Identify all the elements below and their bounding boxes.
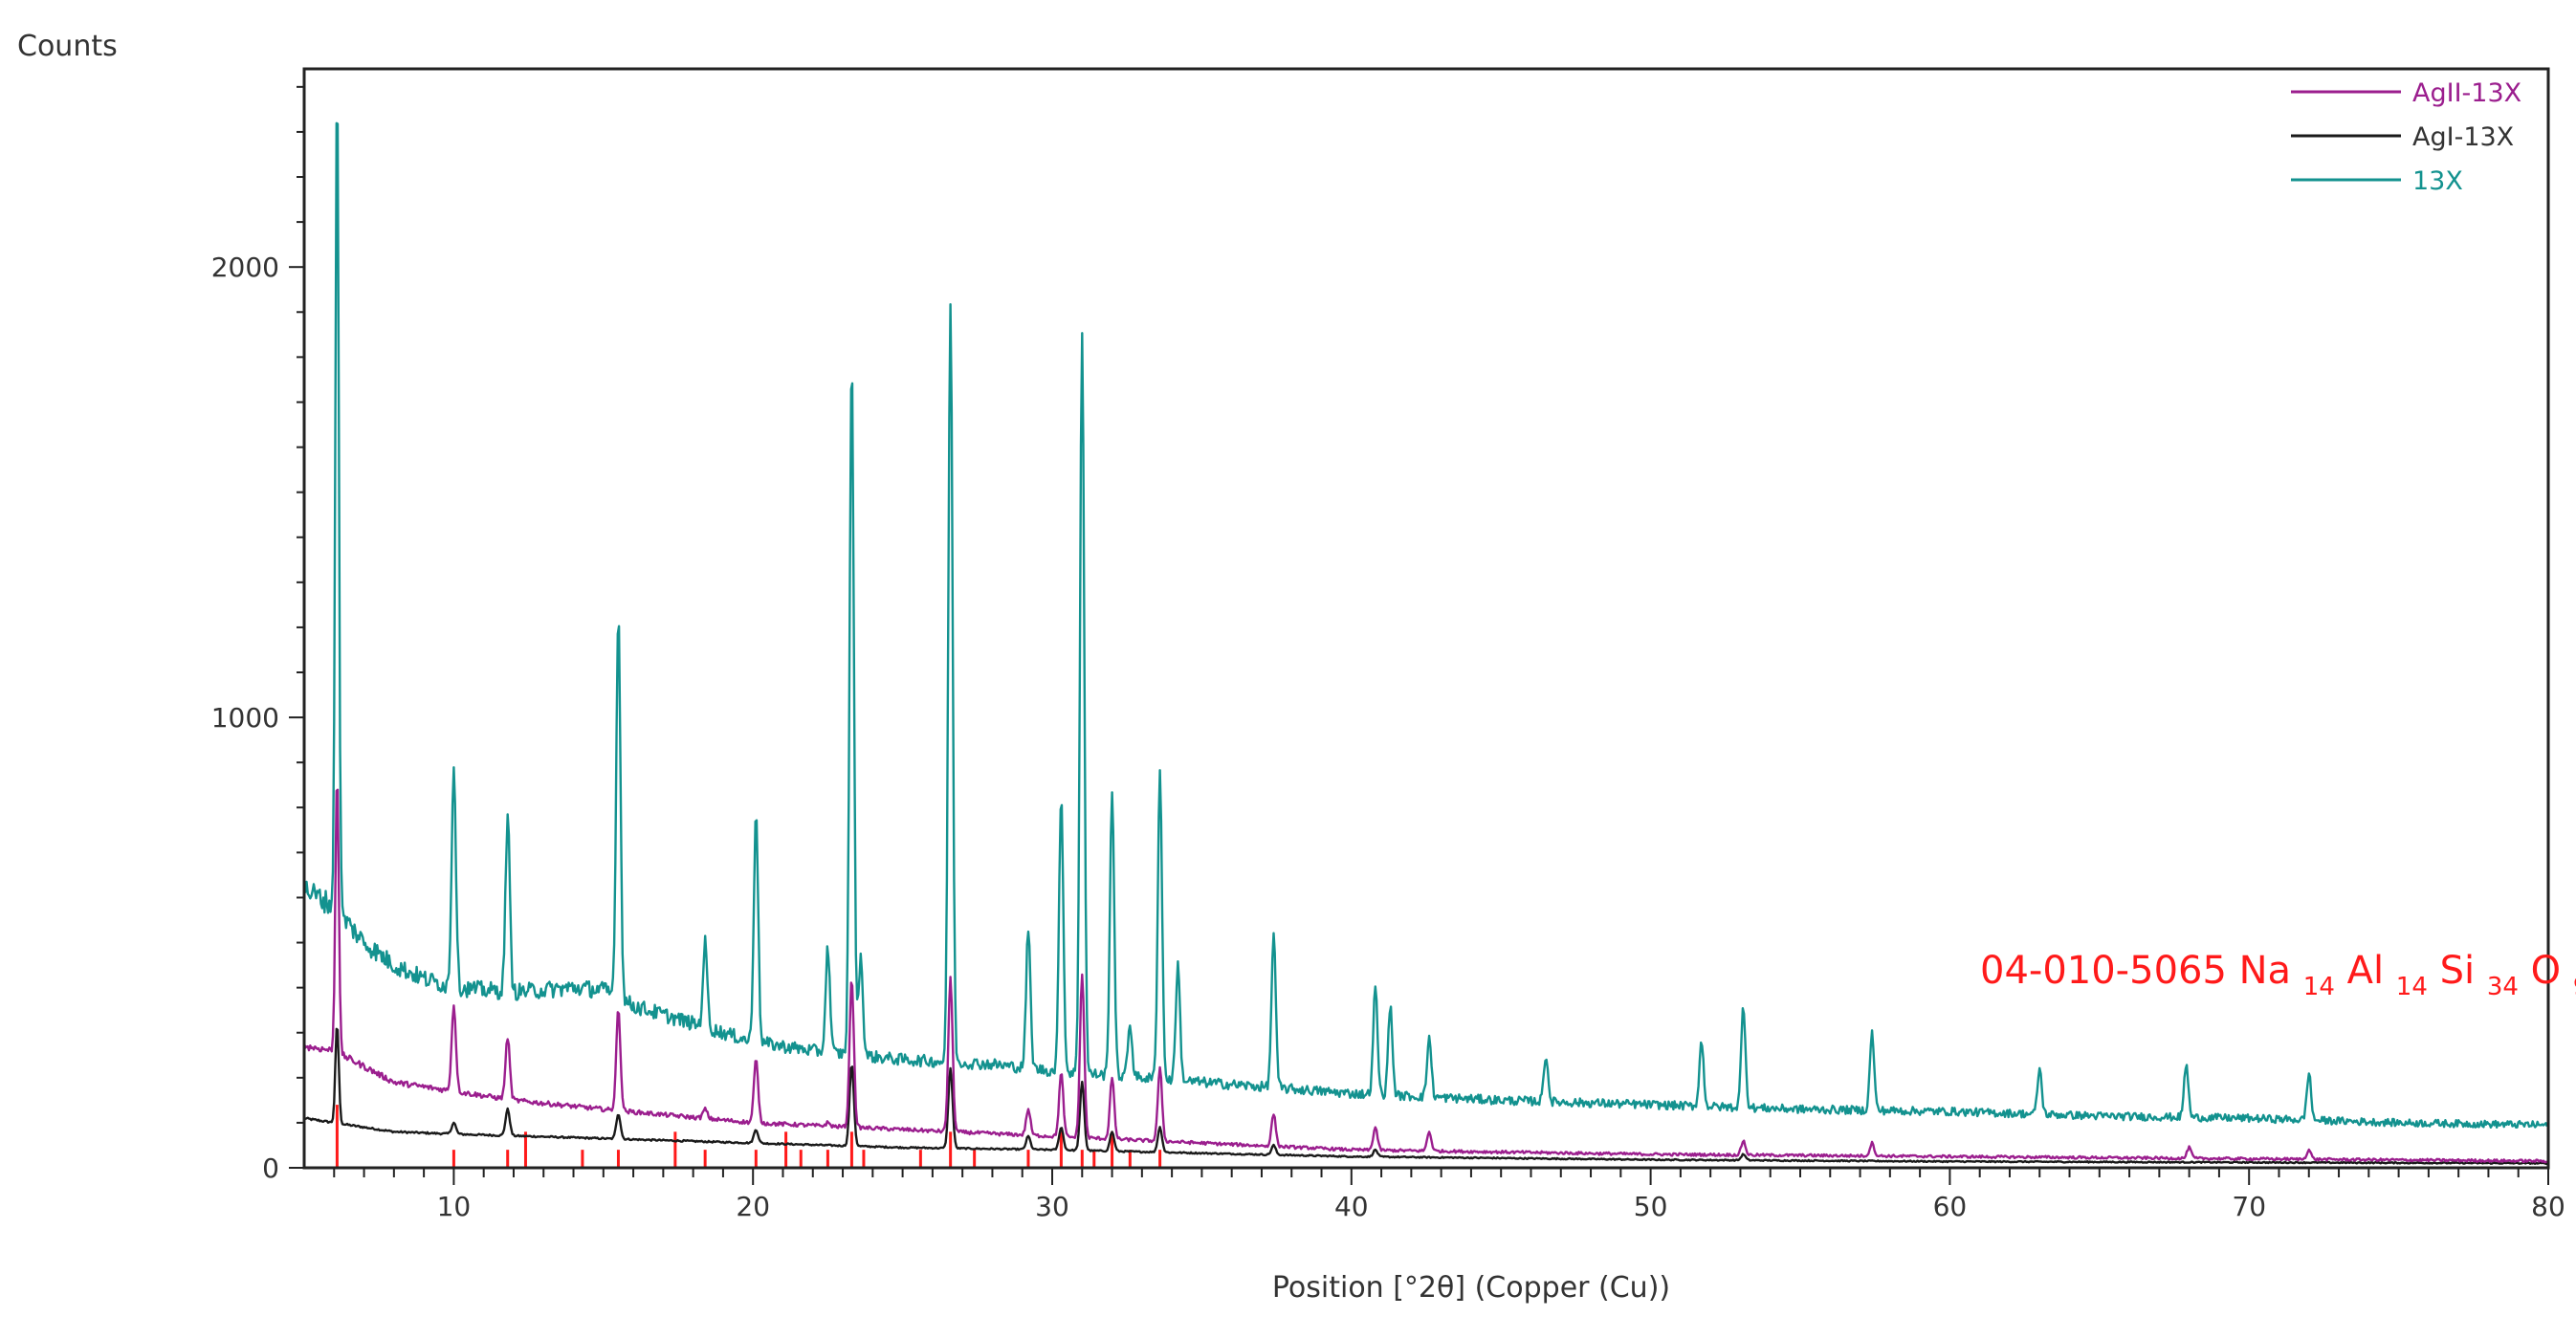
x-tick-label: 30 — [1035, 1191, 1069, 1222]
series-line-agi-13x — [303, 1027, 2547, 1166]
x-tick-label: 40 — [1334, 1191, 1369, 1222]
sub-al: 14 — [2396, 973, 2428, 1001]
y-axis-label: Counts — [17, 30, 118, 63]
series-lines — [302, 121, 2548, 1166]
legend-label: AgII-13X — [2412, 78, 2521, 108]
elem-si: Si — [2440, 949, 2476, 993]
reference-code: 04-010-5065 Na — [1980, 949, 2291, 993]
series-line-agii-13x — [302, 788, 2547, 1164]
y-tick-label: 0 — [262, 1152, 279, 1184]
elem-o: O — [2531, 949, 2561, 993]
ticks: 10 20 30 40 50 60 70 80 0 1000 2000 — [211, 85, 2565, 1222]
x-tick-label: 50 — [1634, 1191, 1668, 1222]
series-line-13x — [303, 121, 2548, 1129]
x-tick-label: 60 — [1933, 1191, 1968, 1222]
elem-al: Al — [2347, 949, 2384, 993]
sub-na: 14 — [2303, 973, 2335, 1001]
legend: AgII-13X AgI-13X 13X — [2291, 78, 2521, 196]
y-tick-label: 1000 — [211, 702, 279, 734]
plot-border — [302, 67, 2550, 1170]
x-tick-label: 70 — [2232, 1191, 2266, 1222]
axes — [302, 67, 2550, 1170]
reference-lines — [335, 1105, 1162, 1168]
legend-label: AgI-13X — [2412, 122, 2514, 152]
reference-pattern-label: 04-010-5065 Na 14 Al 14 Si 34 O 96 — [1980, 949, 2576, 1004]
x-axis-label: Position [°2θ] (Copper (Cu)) — [1272, 1271, 1670, 1305]
x-tick-label: 10 — [437, 1191, 472, 1222]
sub-si: 34 — [2487, 973, 2519, 1001]
y-tick-label: 2000 — [211, 252, 279, 283]
x-tick-label: 80 — [2531, 1191, 2565, 1222]
sub-o: 96 — [2573, 973, 2576, 1001]
x-tick-label: 20 — [736, 1191, 770, 1222]
legend-label: 13X — [2412, 166, 2463, 196]
